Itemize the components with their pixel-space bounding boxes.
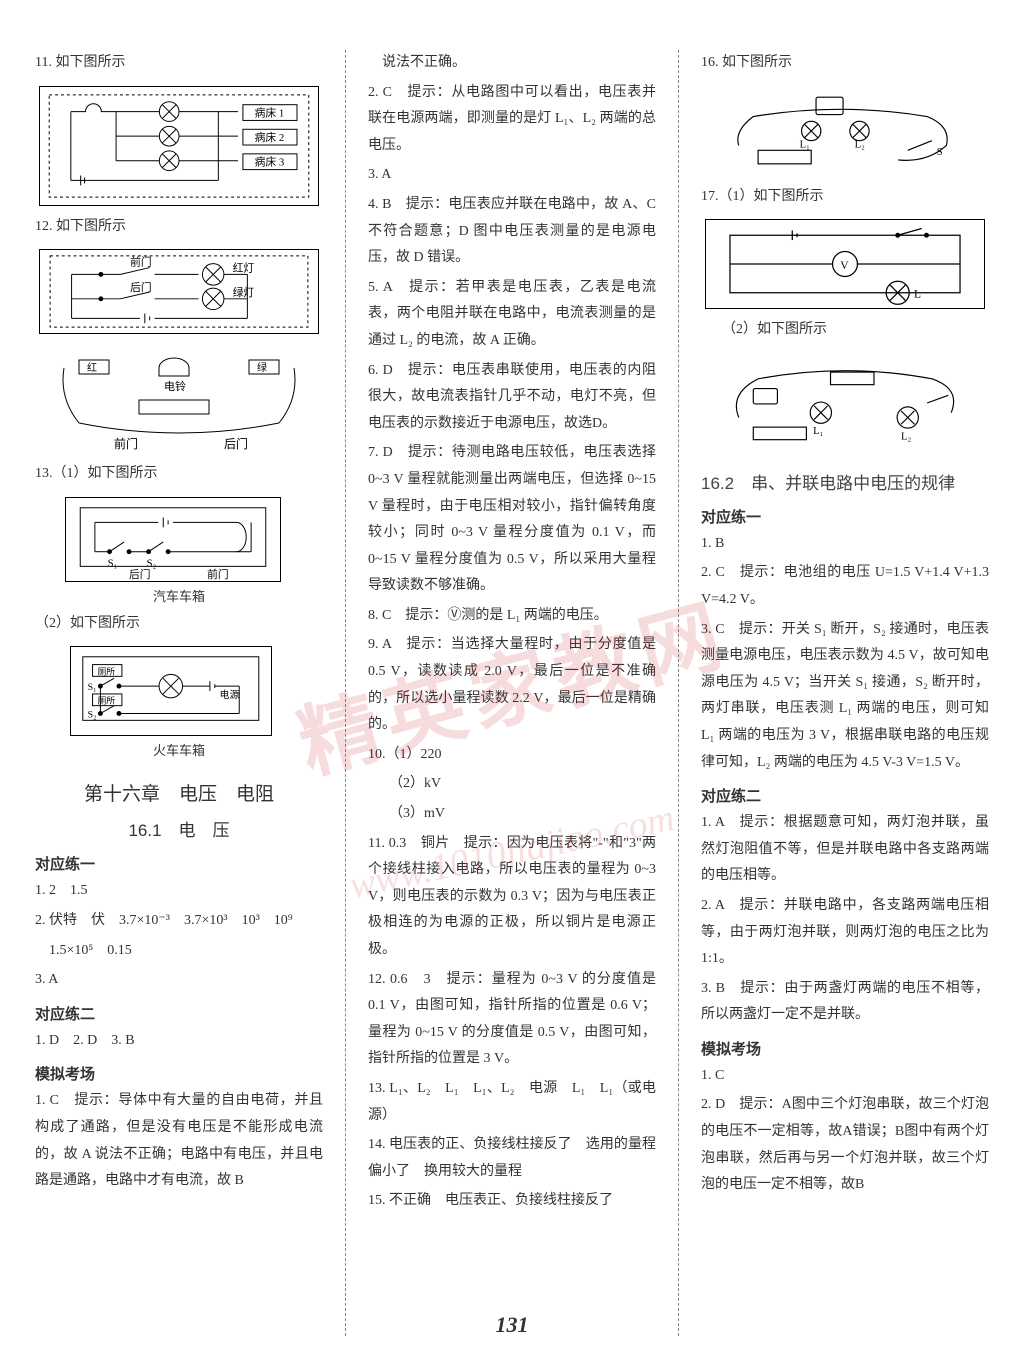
svg-text:后门: 后门 <box>224 436 248 451</box>
column-separator-1 <box>345 50 346 1336</box>
c3-r1: 1. B <box>701 531 989 558</box>
c1-ans-4: 1. D 2. D 3. B <box>35 1028 323 1055</box>
c2-l1: 说法不正确。 <box>368 50 656 77</box>
svg-text:L₁: L₁ <box>800 139 810 150</box>
section-16-1-title: 16.1 电 压 <box>35 816 323 841</box>
diagram-17-1: V L <box>705 219 985 309</box>
c3-r3: 3. C 提示：开关 S₁ 断开，S₂ 接通时，电压表测量电源电压，电压表示数为… <box>701 617 989 777</box>
c3-r2: 2. C 提示：电池组的电压 U=1.5 V+1.4 V+1.3 V=4.2 V… <box>701 560 989 613</box>
c1-ans-1: 1. 2 1.5 <box>35 878 323 905</box>
diagram-13-2-caption: 火车车箱 <box>35 740 323 759</box>
c3-r6: 3. B 提示：由于两盏灯两端的电压不相等，所以两盏灯一定不是并联。 <box>701 976 989 1029</box>
c3-r5: 2. A 提示：并联电路中，各支路两端电压相等，由于两灯泡并联，则两灯泡的电压之… <box>701 893 989 973</box>
c2-l5: 5. A 提示：若甲表是电压表，乙表是电流表，两个电阻并联在电路中，电流表测量的… <box>368 275 656 355</box>
svg-text:S: S <box>937 147 943 158</box>
svg-text:L₂: L₂ <box>855 139 865 150</box>
item-13-1-header: 13.（1）如下图所示 <box>35 461 323 488</box>
svg-text:红: 红 <box>87 361 97 374</box>
diagram-13-1: S₁ S₂ 后门 前门 <box>65 497 281 582</box>
chapter-title: 第十六章 电压 电阻 <box>35 779 323 806</box>
c3-r8: 2. D 提示：A图中三个灯泡串联，故三个灯泡的电压不一定相等，故A错误；B图中… <box>701 1092 989 1198</box>
diagram-13-2: 厕所 厕所 S₁ S₂ 电源 <box>70 646 272 736</box>
c3-practice-2-title: 对应练二 <box>701 785 989 806</box>
c2-l15: 15. 不正确 电压表正、负接线柱接反了 <box>368 1188 656 1215</box>
column-3: 16. 如下图所示 L₁ L₂ S 17.（1）如下图所示 <box>701 50 989 1336</box>
svg-text:病床 1: 病床 1 <box>255 105 285 119</box>
circuit-11-svg: 病床 1 病床 2 病床 3 <box>40 87 318 205</box>
svg-text:S₁: S₁ <box>108 557 118 569</box>
c1-ans-3: 3. A <box>35 967 323 994</box>
svg-text:绿: 绿 <box>257 361 267 374</box>
page-number: 131 <box>496 1312 529 1338</box>
c2-l3: 3. A <box>368 162 656 189</box>
c2-l10b: （2）kV <box>368 771 656 798</box>
c2-l8: 8. C 提示：Ⓥ测的是 L₁ 两端的电压。 <box>368 603 656 630</box>
svg-text:L₁: L₁ <box>813 426 823 437</box>
c3-r4: 1. A 提示：根据题意可知，两灯泡并联，虽然灯泡阻值不等，但是并联电路中各支路… <box>701 810 989 890</box>
c2-l13: 13. L₁、L₂ L₁ L₁、L₂ 电源 L₁ L₁（或电源） <box>368 1076 656 1129</box>
section-16-2-title: 16.2 串、并联电路中电压的规律 <box>701 469 989 494</box>
item-17-1-header: 17.（1）如下图所示 <box>701 184 989 211</box>
c3-mock-title: 模拟考场 <box>701 1038 989 1059</box>
svg-text:L: L <box>914 289 921 301</box>
svg-text:病床 3: 病床 3 <box>255 154 285 168</box>
diagram-16: L₁ L₂ S <box>705 86 985 176</box>
svg-text:红灯: 红灯 <box>233 262 255 275</box>
svg-text:病床 2: 病床 2 <box>255 130 285 144</box>
svg-text:前门: 前门 <box>130 256 151 269</box>
c2-l14: 14. 电压表的正、负接线柱接反了 选用的量程偏小了 换用较大的量程 <box>368 1132 656 1185</box>
column-2: 说法不正确。 2. C 提示：从电路图中可以看出，电压表并联在电源两端，即测量的… <box>368 50 656 1336</box>
c1-ans-5: 1. C 提示：导体中有大量的自由电荷，并且构成了通路，但是没有电压是不能形成电… <box>35 1088 323 1194</box>
svg-text:S₁: S₁ <box>88 682 97 693</box>
c2-l6: 6. D 提示：电压表串联使用，电压表的内阻很大，故电流表指针几乎不动，电灯不亮… <box>368 358 656 438</box>
item-12-header: 12. 如下图所示 <box>35 214 323 241</box>
practice-2-title: 对应练二 <box>35 1003 323 1024</box>
item-13-2-header: （2）如下图所示 <box>35 611 323 638</box>
c2-l4: 4. B 提示：电压表应并联在电路中，故 A、C 不符合题意；D 图中电压表测量… <box>368 192 656 272</box>
page-container: 11. 如下图所示 病床 1 病床 2 病床 3 12. 如下图所示 <box>0 0 1024 1366</box>
c2-l9: 9. A 提示：当选择大量程时，由于分度值是 0.5 V，读数读成 2.0 V，… <box>368 632 656 738</box>
svg-text:S₂: S₂ <box>88 710 97 721</box>
diagram-13-1-caption: 汽车车箱 <box>35 586 323 605</box>
item-16-header: 16. 如下图所示 <box>701 50 989 77</box>
column-separator-2 <box>678 50 679 1336</box>
c2-l10c: （3）mV <box>368 801 656 828</box>
svg-text:前门: 前门 <box>114 436 138 451</box>
diagram-12a: 前门 后门 红灯 绿灯 <box>39 249 319 334</box>
c2-l7: 7. D 提示：待测电路电压较低，电压表选择 0~3 V 量程就能测量出两端电压… <box>368 440 656 600</box>
c2-l10a: 10.（1）220 <box>368 742 656 769</box>
svg-text:电铃: 电铃 <box>164 379 186 393</box>
svg-text:后门: 后门 <box>129 568 150 581</box>
svg-text:厕所: 厕所 <box>97 667 115 677</box>
svg-text:后门: 后门 <box>130 281 151 294</box>
svg-text:S₂: S₂ <box>147 557 157 569</box>
mock-exam-title: 模拟考场 <box>35 1063 323 1084</box>
diagram-11: 病床 1 病床 2 病床 3 <box>39 86 319 206</box>
c2-l12: 12. 0.6 3 提示：量程为 0~3 V 的分度值是 0.1 V，由图可知，… <box>368 967 656 1073</box>
item-17-2-header: （2）如下图所示 <box>701 317 989 344</box>
column-1: 11. 如下图所示 病床 1 病床 2 病床 3 12. 如下图所示 <box>35 50 323 1336</box>
practice-1-title: 对应练一 <box>35 853 323 874</box>
c1-ans-2: 2. 伏特 伏 3.7×10⁻³ 3.7×10³ 10³ 10⁹ <box>35 908 323 935</box>
svg-text:前门: 前门 <box>207 568 228 581</box>
c1-ans-2b: 1.5×10⁵ 0.15 <box>35 938 323 965</box>
diagram-12b: 红 绿 电铃 前门 后门 <box>39 348 319 453</box>
svg-text:电源: 电源 <box>220 688 240 701</box>
svg-text:V: V <box>840 260 849 272</box>
c2-l11: 11. 0.3 铜片 提示：因为电压表将"-"和"3"两个接线柱接入电路，所以电… <box>368 831 656 964</box>
c3-r7: 1. C <box>701 1063 989 1090</box>
c2-l2: 2. C 提示：从电路图中可以看出，电压表并联在电源两端，即测量的是灯 L₁、L… <box>368 80 656 160</box>
diagram-17-2: L₁ L₂ <box>705 353 985 453</box>
c3-practice-1-title: 对应练一 <box>701 506 989 527</box>
item-11-header: 11. 如下图所示 <box>35 50 323 77</box>
svg-text:L₂: L₂ <box>901 431 911 442</box>
svg-text:绿灯: 绿灯 <box>233 286 255 299</box>
